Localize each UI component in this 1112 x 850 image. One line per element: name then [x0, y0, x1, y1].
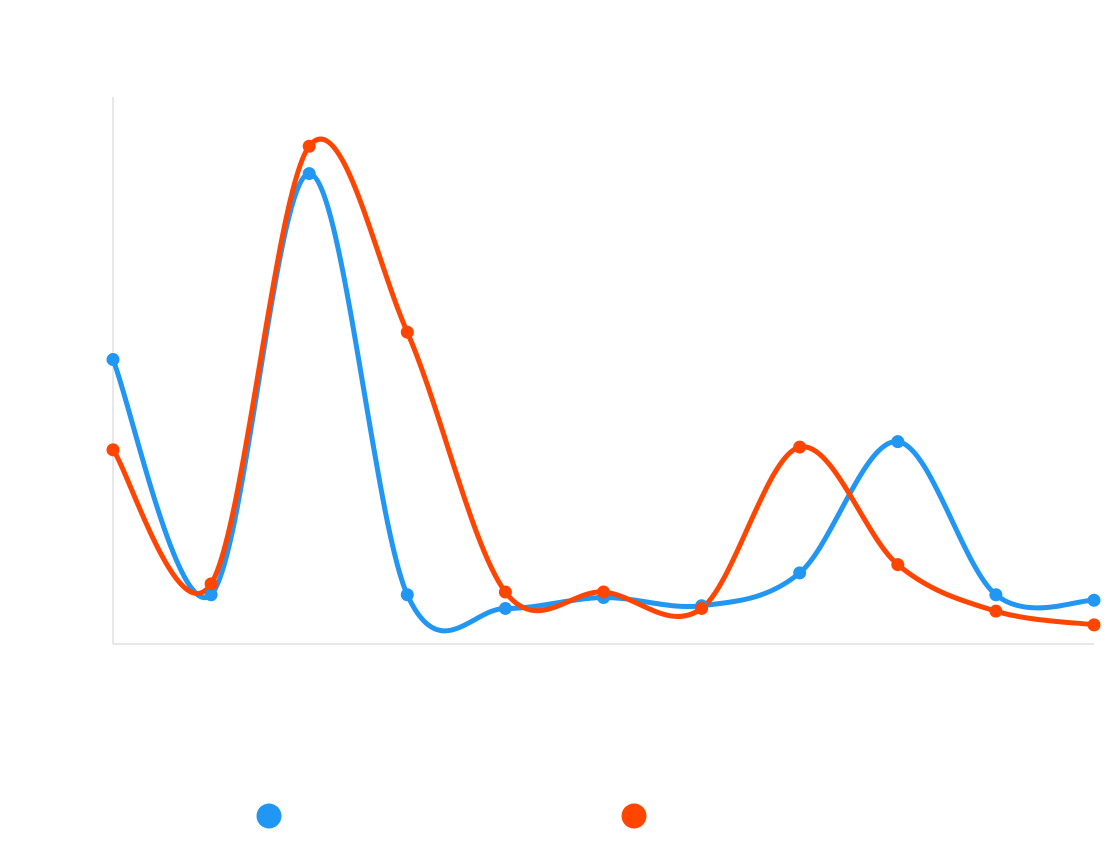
series-1-point-9[interactable]	[891, 435, 905, 449]
series-1-line	[110, 171, 1097, 634]
series-2-point-2[interactable]	[204, 577, 218, 591]
axes	[112, 97, 1094, 645]
series-1-point-5[interactable]	[498, 601, 512, 615]
series-1-point-1[interactable]	[106, 353, 120, 367]
legend	[256, 803, 647, 829]
series-2-point-6[interactable]	[597, 585, 610, 599]
legend-marker-series-1[interactable]	[256, 803, 282, 829]
series-2-point-4[interactable]	[400, 325, 414, 339]
series-layer	[110, 136, 1097, 634]
series-1-point-4[interactable]	[400, 588, 414, 602]
series-1-point-8[interactable]	[793, 566, 807, 580]
series-2-point-5[interactable]	[498, 585, 512, 599]
series-2-point-3[interactable]	[302, 139, 316, 153]
series-2-point-9[interactable]	[891, 558, 905, 572]
points-layer	[106, 139, 1101, 632]
series-2-point-10[interactable]	[989, 604, 1003, 618]
series-2-point-7[interactable]	[695, 601, 709, 615]
series-1-point-11[interactable]	[1087, 593, 1101, 607]
series-1-point-3[interactable]	[302, 167, 316, 181]
series-2-point-8[interactable]	[793, 440, 807, 454]
series-2-point-11[interactable]	[1087, 618, 1101, 632]
series-2-line	[110, 136, 1097, 628]
legend-marker-series-2[interactable]	[621, 803, 647, 829]
series-1-point-10[interactable]	[989, 588, 1003, 602]
series-2-point-1[interactable]	[106, 443, 120, 457]
series-1-point-2[interactable]	[204, 588, 218, 602]
